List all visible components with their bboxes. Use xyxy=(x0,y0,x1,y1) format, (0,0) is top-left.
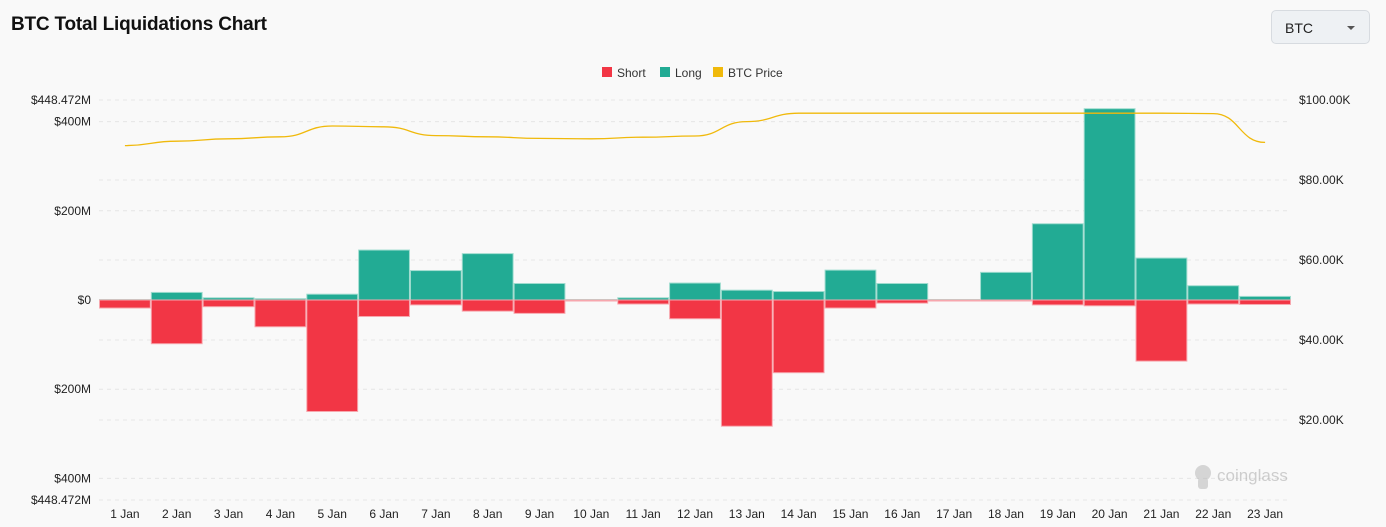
x-axis-tick-label: 8 Jan xyxy=(473,507,502,521)
long-bar xyxy=(513,282,566,301)
left-axis-tick-label: $448.472M xyxy=(31,93,91,107)
x-axis-tick-label: 15 Jan xyxy=(832,507,868,521)
btc-price-line xyxy=(124,112,1266,147)
short-bar xyxy=(617,299,670,305)
x-axis-tick-label: 19 Jan xyxy=(1040,507,1076,521)
short-bar xyxy=(824,299,877,309)
long-bar xyxy=(617,297,670,301)
x-axis-tick-label: 20 Jan xyxy=(1092,507,1128,521)
page-title: BTC Total Liquidations Chart xyxy=(11,14,267,35)
short-bar xyxy=(513,299,566,314)
long-bar xyxy=(928,299,981,302)
x-axis-tick-label: 11 Jan xyxy=(626,507,661,521)
long-bar xyxy=(99,299,151,302)
short-bar xyxy=(772,299,825,374)
short-bar xyxy=(202,299,255,308)
long-bar xyxy=(772,291,825,301)
x-axis-tick-label: 14 Jan xyxy=(781,507,817,521)
left-axis-tick-label: $400M xyxy=(54,115,91,129)
left-axis-tick-label: $200M xyxy=(54,204,91,218)
x-axis-tick-label: 7 Jan xyxy=(421,507,450,521)
x-axis-tick-label: 13 Jan xyxy=(729,507,765,521)
caret-down-icon xyxy=(1347,26,1355,30)
left-axis-tick-label: $200M xyxy=(54,382,91,396)
short-bar xyxy=(1083,299,1136,307)
legend-swatch-short xyxy=(602,67,612,77)
long-bar xyxy=(876,282,929,301)
short-bar xyxy=(409,299,462,306)
x-axis-tick-label: 17 Jan xyxy=(936,507,972,521)
long-bar xyxy=(1239,295,1292,301)
short-bar xyxy=(461,299,514,312)
x-axis-tick-label: 16 Jan xyxy=(884,507,920,521)
long-bar xyxy=(1083,108,1136,301)
long-bar xyxy=(461,253,514,301)
long-bar xyxy=(150,291,203,301)
short-bar xyxy=(980,299,1032,302)
long-bar xyxy=(1187,285,1240,301)
short-bar xyxy=(1239,299,1292,305)
legend-swatch-btc-price xyxy=(713,67,723,77)
x-axis-tick-label: 6 Jan xyxy=(369,507,398,521)
long-bar xyxy=(306,293,359,301)
long-bar xyxy=(1135,257,1188,301)
coin-select-value: BTC xyxy=(1285,20,1313,36)
x-axis-tick-label: 5 Jan xyxy=(318,507,347,521)
x-axis-tick-label: 3 Jan xyxy=(214,507,243,521)
short-bar xyxy=(358,299,410,318)
long-bar xyxy=(669,282,721,301)
coinglass-watermark: coinglass xyxy=(1195,465,1288,489)
x-axis-tick-label: 12 Jan xyxy=(677,507,713,521)
short-bar xyxy=(669,299,721,320)
x-axis-tick-label: 22 Jan xyxy=(1195,507,1231,521)
short-bar xyxy=(99,299,151,309)
short-bar xyxy=(150,299,203,345)
short-bar xyxy=(254,299,307,328)
long-bar xyxy=(720,289,773,301)
left-axis-tick-label: $400M xyxy=(54,471,91,485)
long-bar xyxy=(254,298,307,301)
legend-label: Long xyxy=(675,66,702,80)
short-bar xyxy=(1135,299,1188,362)
long-bar xyxy=(1031,223,1084,301)
left-axis-tick-label: $0 xyxy=(78,293,92,307)
watermark-text: coinglass xyxy=(1217,466,1288,485)
right-axis-tick-label: $60.00K xyxy=(1299,253,1344,267)
legend-label: Short xyxy=(617,66,646,80)
x-axis-tick-label: 21 Jan xyxy=(1143,507,1179,521)
x-axis-tick-label: 10 Jan xyxy=(573,507,609,521)
coin-select[interactable]: BTC xyxy=(1271,10,1370,44)
long-bar xyxy=(202,297,255,301)
long-bar xyxy=(409,270,462,301)
long-bar xyxy=(358,249,410,301)
long-bar xyxy=(980,271,1032,301)
long-bar xyxy=(565,299,618,302)
legend-swatch-long xyxy=(660,67,670,77)
x-axis-tick-label: 9 Jan xyxy=(525,507,554,521)
short-bar xyxy=(1031,299,1084,306)
long-bar xyxy=(824,269,877,301)
right-axis-tick-label: $80.00K xyxy=(1299,173,1344,187)
x-axis-tick-label: 1 Jan xyxy=(110,507,139,521)
short-bar xyxy=(720,299,773,427)
right-axis-tick-label: $20.00K xyxy=(1299,413,1344,427)
short-bar xyxy=(928,299,981,302)
x-axis-tick-label: 23 Jan xyxy=(1247,507,1283,521)
left-axis-tick-label: $448.472M xyxy=(31,493,91,507)
right-axis-tick-label: $40.00K xyxy=(1299,333,1344,347)
legend-label: BTC Price xyxy=(728,66,783,80)
short-bar xyxy=(1187,299,1240,305)
short-bar xyxy=(306,299,359,412)
x-axis-tick-label: 18 Jan xyxy=(988,507,1024,521)
x-axis-tick-label: 4 Jan xyxy=(266,507,295,521)
short-bar xyxy=(876,299,929,304)
short-bar xyxy=(565,299,618,302)
right-axis-tick-label: $100.00K xyxy=(1299,93,1350,107)
x-axis-tick-label: 2 Jan xyxy=(162,507,191,521)
